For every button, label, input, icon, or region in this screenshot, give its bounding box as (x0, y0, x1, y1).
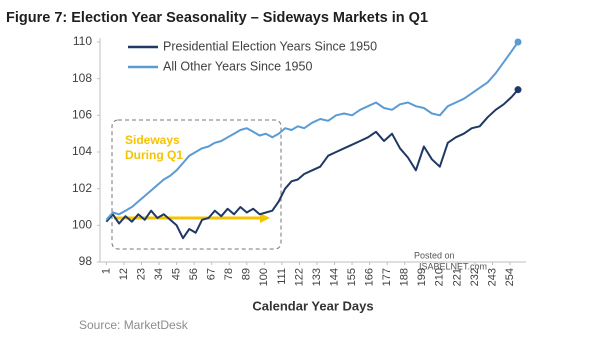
x-tick-label: 89 (241, 268, 253, 280)
x-tick-label: 221 (451, 268, 463, 286)
x-tick-label: 155 (346, 268, 358, 286)
x-tick-label: 100 (258, 268, 270, 286)
x-tick-label: 78 (223, 268, 235, 280)
x-tick-label: 144 (328, 268, 340, 286)
watermark: Posted on (414, 250, 455, 260)
x-tick-label: 122 (293, 268, 305, 286)
end-marker (514, 38, 522, 46)
y-tick-label: 104 (72, 144, 92, 158)
series-line (105, 41, 519, 221)
x-tick-label: 210 (434, 268, 446, 286)
annotation-arrowhead (260, 213, 270, 223)
x-tick-label: 133 (311, 268, 323, 286)
y-tick-label: 102 (72, 181, 92, 195)
y-tick-label: 98 (79, 254, 93, 268)
x-tick-label: 232 (469, 268, 481, 286)
x-tick-label: 188 (399, 268, 411, 286)
x-tick-label: 243 (486, 268, 498, 286)
x-tick-label: 1 (100, 268, 112, 274)
x-tick-label: 199 (416, 268, 428, 286)
series-line (105, 89, 519, 240)
legend-label: All Other Years Since 1950 (163, 59, 312, 73)
y-tick-label: 108 (72, 71, 92, 85)
end-marker (514, 86, 522, 94)
x-tick-label: 56 (188, 268, 200, 280)
legend-label: Presidential Election Years Since 1950 (163, 39, 377, 53)
annotation-box (111, 119, 282, 250)
watermark: ISABELNET.com (419, 261, 487, 271)
x-tick-label: 67 (206, 268, 218, 280)
x-tick-label: 23 (135, 268, 147, 280)
x-tick-label: 111 (276, 268, 288, 285)
annotation: During Q1 (125, 148, 183, 162)
y-tick-label: 100 (72, 218, 92, 232)
x-tick-label: 254 (504, 268, 516, 286)
y-tick-label: 106 (72, 108, 92, 122)
chart-title: Figure 7: Election Year Seasonality – Si… (6, 10, 428, 26)
x-tick-label: 34 (153, 268, 165, 280)
x-axis-label: Calendar Year Days (252, 298, 373, 313)
x-tick-label: 177 (381, 268, 393, 286)
source: Source: MarketDesk (79, 318, 189, 332)
x-tick-label: 12 (118, 268, 130, 280)
annotation: Sideways (125, 133, 180, 147)
x-tick-label: 45 (170, 268, 182, 280)
x-tick-label: 166 (364, 268, 376, 286)
y-tick-label: 110 (73, 34, 92, 48)
